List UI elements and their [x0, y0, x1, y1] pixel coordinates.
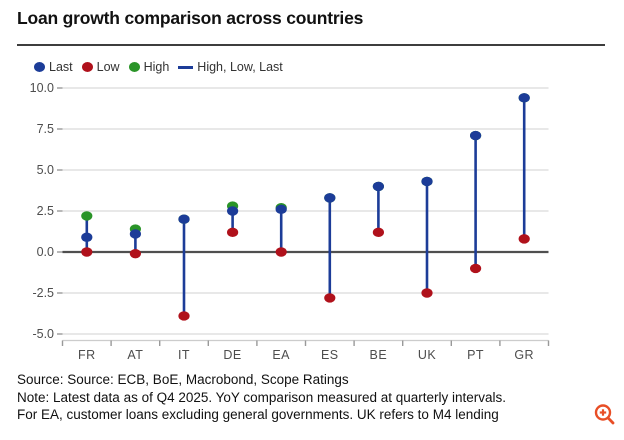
- legend-line-marker: [178, 65, 194, 69]
- legend-label: Low: [96, 60, 120, 74]
- source-line: Source: Source: ECB, BoE, Macrobond, Sco…: [17, 372, 349, 387]
- legend-label: Last: [49, 60, 73, 74]
- dot-last-PT: [470, 130, 482, 141]
- stem-group-IT: [178, 214, 190, 321]
- y-axis: 10.0 7.5 5.0 2.5 0.0 -2.5 -5.0: [30, 81, 63, 341]
- y-tick-label: 2.5: [37, 204, 54, 218]
- legend-label: High, Low, Last: [197, 60, 283, 74]
- legend-item-high: High: [128, 60, 170, 74]
- x-category-label: FR: [78, 348, 96, 362]
- chart-title: Loan growth comparison across countries: [17, 8, 364, 28]
- x-category-label: EA: [272, 348, 290, 362]
- dot-high-FR: [81, 211, 93, 221]
- dot-last-DE: [227, 206, 239, 216]
- dot-last-AT: [129, 229, 141, 239]
- dot-low-FR: [81, 247, 93, 257]
- stem-group-ES: [324, 193, 336, 303]
- zoom-in-button[interactable]: [590, 400, 618, 428]
- legend-item-low: Low: [81, 60, 120, 74]
- x-category-label: ES: [321, 348, 339, 362]
- magnifier-plus-icon: [594, 404, 615, 425]
- chart-legend: Last Low High High, Low, Last: [34, 59, 283, 75]
- legend-item-last: Last: [34, 60, 73, 74]
- dot-last-IT: [178, 214, 190, 224]
- x-category-label: UK: [418, 348, 437, 362]
- x-category-label: GR: [514, 348, 534, 362]
- stem-group-UK: [421, 176, 433, 298]
- dot-low-AT: [129, 248, 141, 259]
- note-line-1: Note: Latest data as of Q4 2025. YoY com…: [17, 389, 507, 405]
- x-category-label: PT: [467, 348, 484, 362]
- dot-last-UK: [421, 176, 433, 187]
- stem-group-DE: [227, 201, 239, 238]
- dot-low-DE: [227, 227, 239, 238]
- gridlines: [62, 87, 549, 335]
- legend-label: High: [143, 60, 170, 74]
- dot-low-EA: [275, 247, 287, 257]
- x-category-label: BE: [370, 348, 388, 362]
- x-category-label: AT: [127, 348, 143, 362]
- legend-dot-marker: [128, 62, 140, 72]
- dot-last-BE: [372, 181, 384, 192]
- dot-low-GR: [518, 234, 530, 244]
- chart-footnotes: Source: Source: ECB, BoE, Macrobond, Sco…: [17, 371, 506, 424]
- title-divider: [17, 44, 605, 46]
- y-tick-label: 7.5: [37, 122, 54, 136]
- dot-last-GR: [518, 93, 530, 103]
- dot-low-PT: [470, 263, 482, 274]
- dot-last-FR: [81, 232, 93, 242]
- y-tick-label: -2.5: [32, 286, 54, 300]
- legend-item-range: High, Low, Last: [178, 60, 283, 74]
- note-line-2: For EA, customer loans excluding general…: [17, 407, 499, 422]
- stem-group-EA: [275, 203, 287, 257]
- legend-dot-marker: [34, 62, 45, 72]
- x-axis: FR AT IT DE EA ES BE UK PT GR: [61, 339, 550, 362]
- stem-group-BE: [372, 181, 384, 238]
- y-tick-label: 0.0: [37, 245, 54, 259]
- dot-low-UK: [421, 288, 433, 298]
- stem-group-AT: [129, 224, 141, 259]
- stem-group-GR: [518, 93, 530, 244]
- dot-low-BE: [372, 227, 384, 238]
- dot-low-ES: [324, 293, 336, 303]
- dot-low-IT: [178, 311, 190, 321]
- dot-last-ES: [324, 193, 336, 203]
- stem-group-FR: [81, 211, 93, 257]
- y-tick-label: -5.0: [32, 327, 54, 341]
- legend-dot-marker: [81, 62, 93, 72]
- x-category-label: DE: [223, 348, 241, 362]
- x-category-label: IT: [178, 348, 190, 362]
- dot-last-EA: [275, 204, 287, 215]
- stem-group-PT: [470, 130, 482, 274]
- y-tick-label: 10.0: [30, 81, 54, 95]
- y-tick-label: 5.0: [37, 163, 54, 177]
